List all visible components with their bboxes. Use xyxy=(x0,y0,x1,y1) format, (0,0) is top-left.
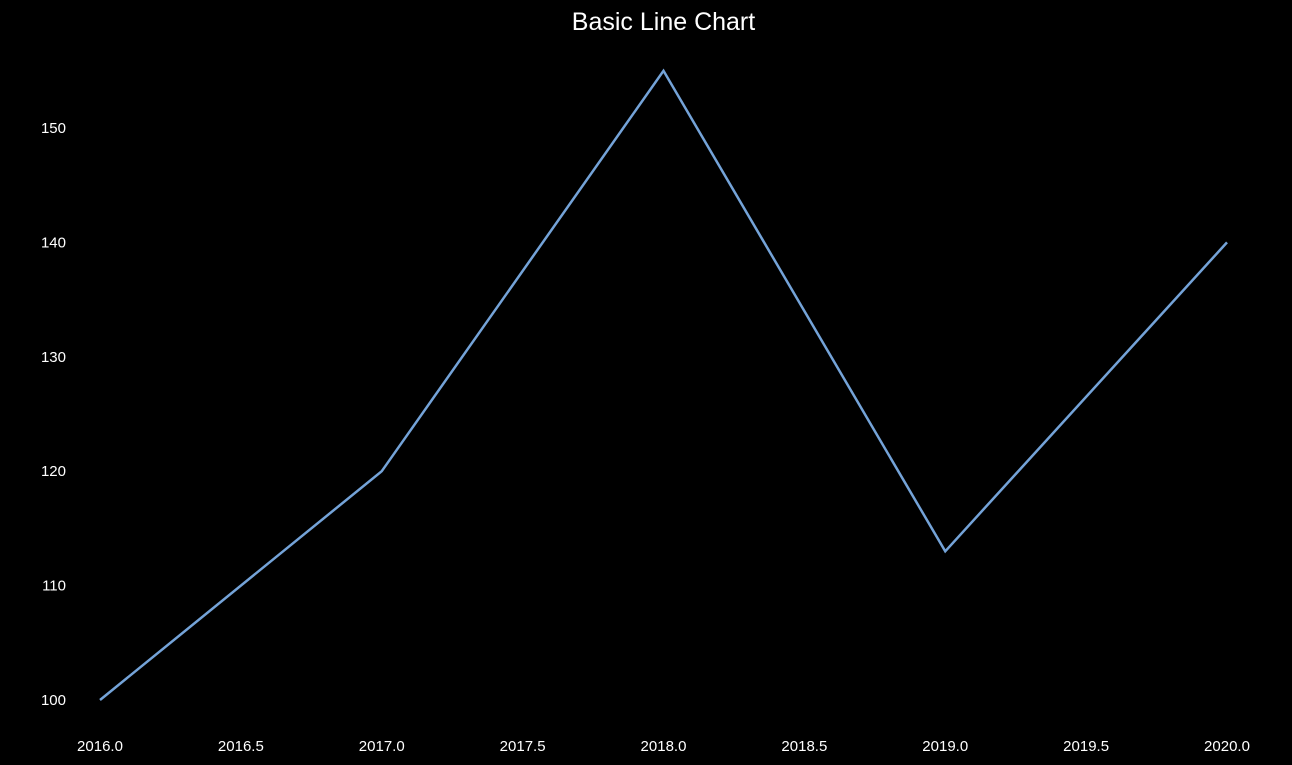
x-tick-label: 2017.5 xyxy=(500,738,546,755)
x-tick-label: 2018.0 xyxy=(641,738,687,755)
x-tick-label: 2019.5 xyxy=(1063,738,1109,755)
line-series xyxy=(99,68,1228,701)
y-tick-label: 100 xyxy=(41,692,66,709)
x-tick-label: 2020.0 xyxy=(1204,738,1250,755)
y-tick-label: 150 xyxy=(41,120,66,137)
y-tick-label: 130 xyxy=(41,349,66,366)
x-axis-tick-labels: 2016.0 2016.5 2017.0 2017.5 2018.0 2018.5 2019… xyxy=(77,738,1250,755)
x-tick-label: 2016.5 xyxy=(218,738,264,755)
y-axis-tick-labels: 100 110 120 130 140 150 xyxy=(41,120,66,709)
y-tick-label: 140 xyxy=(41,234,66,251)
x-tick-label: 2019.0 xyxy=(922,738,968,755)
y-tick-label: 120 xyxy=(41,463,66,480)
x-tick-label: 2018.5 xyxy=(781,738,827,755)
x-tick-label: 2017.0 xyxy=(359,738,405,755)
x-tick-label: 2016.0 xyxy=(77,738,123,755)
chart-title: Basic Line Chart xyxy=(572,8,755,36)
y-tick-label: 110 xyxy=(42,578,66,595)
